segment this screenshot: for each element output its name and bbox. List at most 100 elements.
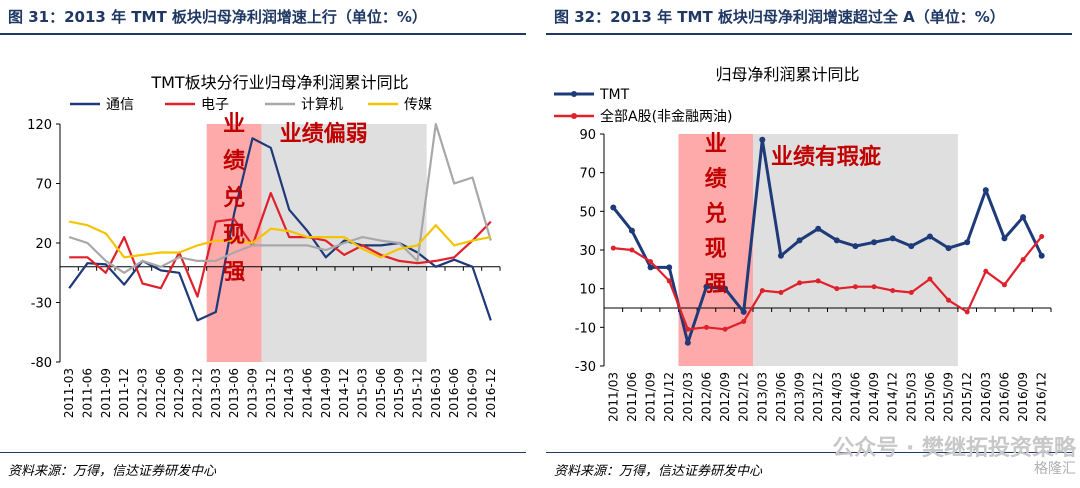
x-tick-label: 2011-12 [117, 368, 131, 418]
x-tick-label: 2012-09 [172, 368, 186, 418]
x-tick-label: 2016/06 [997, 372, 1011, 422]
source-rule [546, 452, 1072, 453]
source-rule [0, 452, 526, 453]
data-point [890, 288, 896, 294]
series-line [68, 122, 492, 274]
x-tick-label: 2011-03 [62, 368, 76, 418]
x-tick-label: 2013/12 [811, 372, 825, 422]
x-tick-label: 2014/09 [867, 372, 881, 422]
data-point [740, 308, 747, 315]
x-tick-label: 2015-06 [374, 368, 388, 418]
x-tick-label: 2016/12 [1035, 372, 1049, 422]
data-point [1020, 214, 1027, 221]
data-point [871, 284, 877, 290]
data-point [610, 204, 617, 211]
source-note: 资料来源：万得，信达证券研发中心 [8, 464, 217, 479]
annotation-vertical: 业绩兑现强 [223, 112, 245, 285]
annotation-label: 业绩偏弱 [280, 121, 368, 147]
data-point [722, 326, 728, 332]
x-tick-label: 2015-12 [411, 368, 425, 418]
x-tick-label: 2011/12 [662, 372, 676, 422]
legend-label: 通信 [106, 97, 134, 113]
data-point [684, 339, 691, 346]
data-point [926, 233, 933, 240]
data-point [628, 227, 635, 234]
y-tick-label: -30 [31, 297, 52, 312]
x-tick-label: 2012/06 [699, 372, 713, 422]
data-point [833, 237, 840, 244]
data-point [982, 187, 989, 194]
x-tick-label: 2015-09 [392, 368, 406, 418]
x-tick-label: 2011/06 [625, 372, 639, 422]
x-tick-label: 2011-09 [99, 368, 113, 418]
x-tick-label: 2012/03 [681, 372, 695, 422]
data-point [778, 290, 784, 296]
legend-label: 电子 [201, 97, 229, 113]
legend-label: TMT [599, 87, 630, 103]
x-tick-label: 2011/09 [644, 372, 658, 422]
data-point [983, 268, 989, 274]
x-tick-label: 2013/06 [774, 372, 788, 422]
legend-label: 计算机 [301, 97, 343, 113]
data-point [610, 245, 616, 251]
title-rule [546, 33, 1072, 35]
x-tick-label: 2015/09 [942, 372, 956, 422]
chart-title: TMT板块分行业归母净利润累计同比 [150, 73, 408, 92]
data-point [908, 243, 915, 250]
x-tick-label: 2014-03 [282, 368, 296, 418]
source-note: 资料来源：万得，信达证券研发中心 [554, 464, 763, 479]
data-point [927, 276, 933, 282]
annotation-vertical: 业绩兑现强 [705, 132, 727, 297]
legend-label: 全部A股(非金融两油) [600, 108, 733, 125]
x-tick-label: 2012/12 [737, 372, 751, 422]
y-tick-label: 120 [27, 118, 52, 133]
chart-svg-right: -30 -10 10 30 50 70 90 2011/03 2011/06 2011/09 201… [554, 65, 1052, 422]
series-line [612, 138, 1044, 345]
data-point [722, 285, 729, 292]
x-tick-label: 2016/09 [1016, 372, 1030, 422]
data-point [685, 326, 691, 332]
series-line [68, 220, 492, 259]
figure-right: 图 32：2013 年 TMT 板块归母净利润增速超过全 A（单位：%） -30… [546, 0, 1076, 488]
data-point [666, 278, 672, 284]
title-rule [0, 33, 526, 35]
figure-left: 图 31：2013 年 TMT 板块归母净利润增速上行（单位：%） -80 -30… [0, 0, 530, 488]
data-point [1020, 257, 1026, 263]
legend-marker [571, 113, 577, 119]
y-tick-label: 90 [579, 128, 596, 143]
series-line [68, 137, 492, 322]
x-tick-label: 2016-03 [429, 368, 443, 418]
annotation-label: 业绩有瑕疵 [771, 144, 881, 170]
x-tick-label: 2012-06 [154, 368, 168, 418]
data-point [815, 278, 821, 284]
y-tick-label: -30 [575, 360, 596, 375]
data-point [777, 252, 784, 259]
data-point [908, 290, 914, 296]
watermark-text: 公众号 · 樊继拓投资策略 [832, 436, 1076, 461]
x-tick-label: 2015/06 [923, 372, 937, 422]
x-tick-label: 2014-12 [337, 368, 351, 418]
x-tick-label: 2016-06 [447, 368, 461, 418]
x-tick-label: 2012/09 [718, 372, 732, 422]
x-tick-label: 2014/06 [848, 372, 862, 422]
x-tick-label: 2013-06 [227, 368, 241, 418]
x-tick-label: 2011/03 [606, 372, 620, 422]
x-tick-label: 2013/03 [755, 372, 769, 422]
y-tick-label: 20 [35, 237, 52, 252]
x-tick-label: 2015-03 [356, 368, 370, 418]
figure-title: 图 32：2013 年 TMT 板块归母净利润增速超过全 A（单位：%） [554, 8, 1005, 26]
y-tick-label: 30 [579, 244, 596, 259]
x-tick-label: 2015/12 [960, 372, 974, 422]
data-point [964, 239, 971, 246]
chart-svg-left: -80 -30 20 70 120 2011-03 2011-06 2011-09 2011-1… [27, 73, 501, 418]
data-point [1001, 235, 1008, 242]
chart-title: 归母净利润累计同比 [715, 65, 859, 84]
data-point [945, 245, 952, 252]
data-point [629, 247, 635, 253]
x-tick-label: 2011-06 [81, 368, 95, 418]
x-tick-label: 2012-03 [136, 368, 150, 418]
data-point [1039, 233, 1045, 239]
data-point [1038, 252, 1045, 259]
data-point [815, 225, 822, 232]
data-point [797, 280, 803, 286]
